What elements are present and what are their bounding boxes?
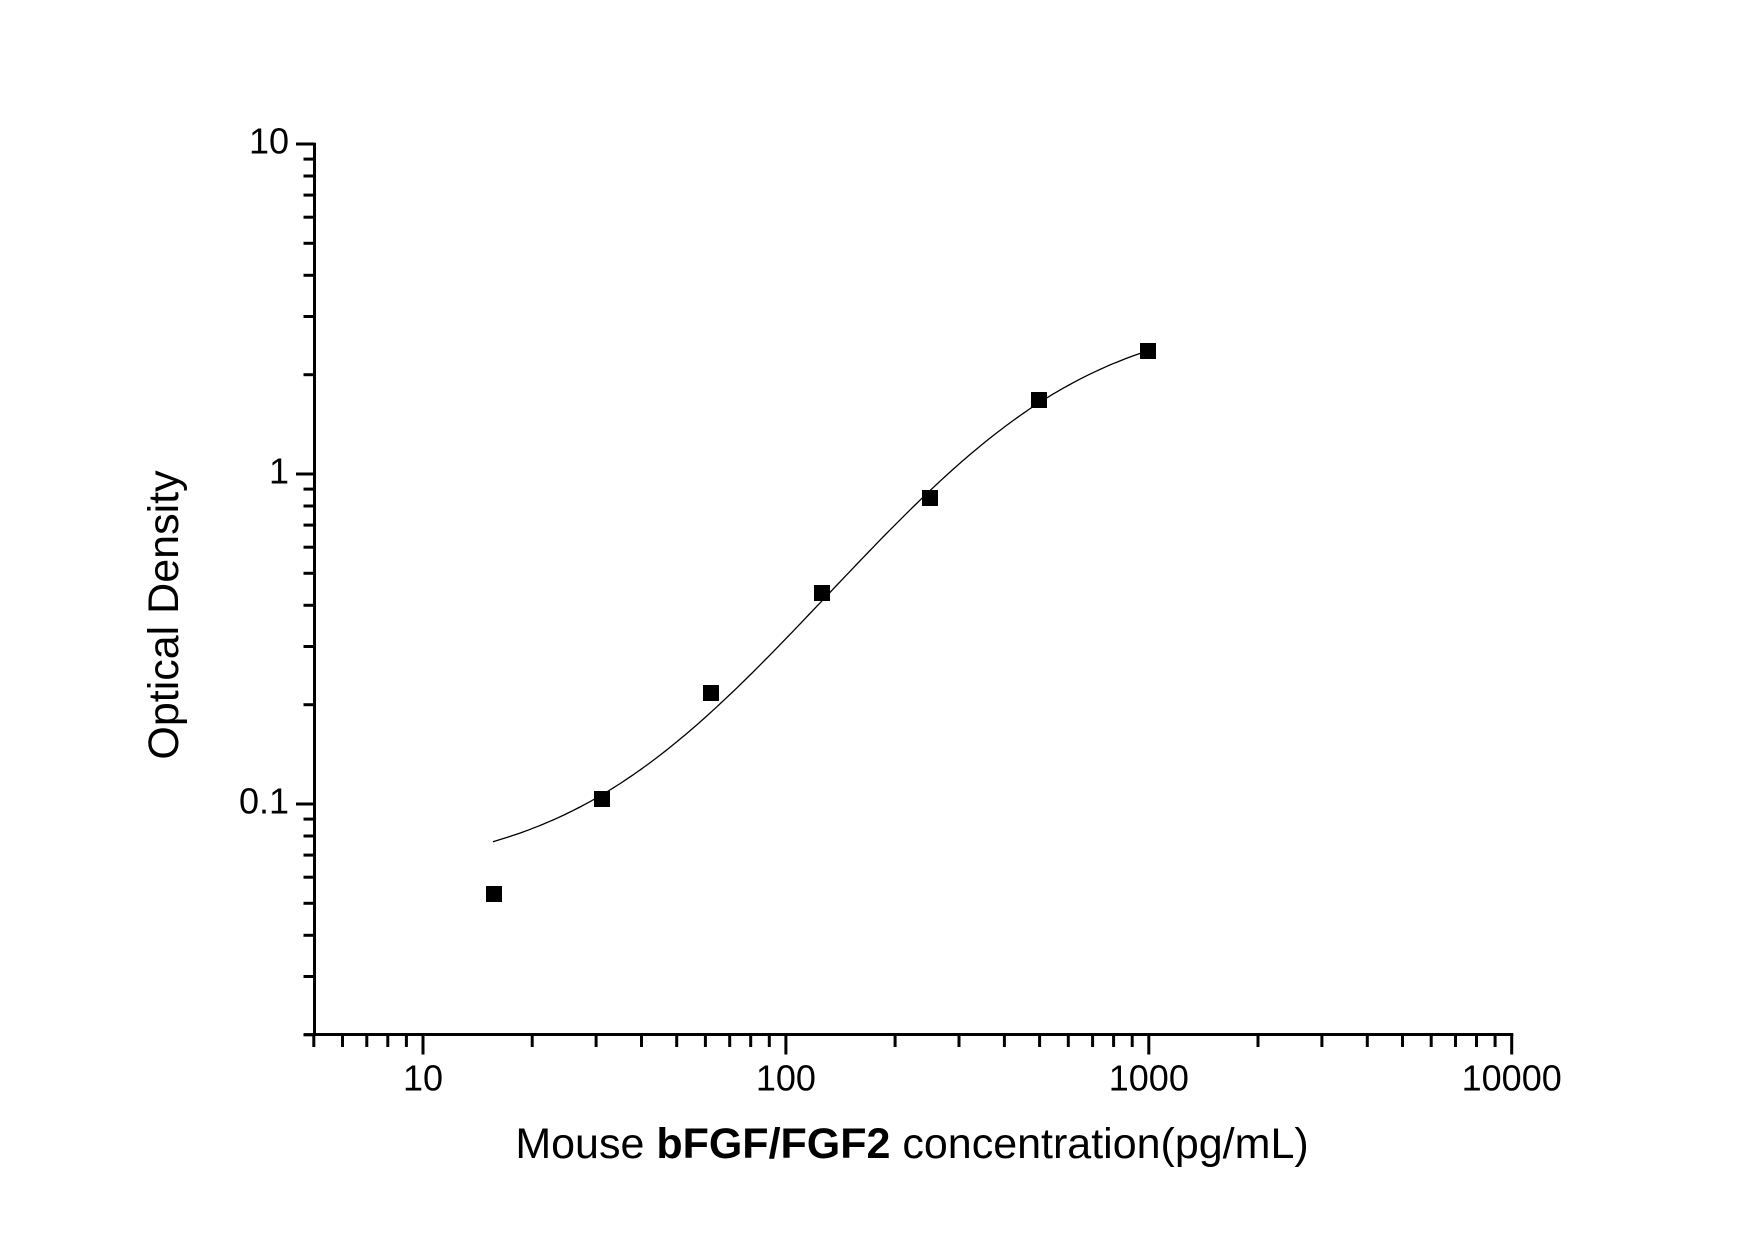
svg-text:1000: 1000: [1109, 1058, 1189, 1099]
svg-text:100: 100: [756, 1058, 816, 1099]
svg-text:Mouse bFGF/FGF2 concentration(: Mouse bFGF/FGF2 concentration(pg/mL): [515, 1120, 1308, 1168]
svg-text:10: 10: [249, 121, 289, 162]
svg-text:10: 10: [403, 1058, 443, 1099]
svg-text:10000: 10000: [1462, 1058, 1562, 1099]
svg-text:Optical Density: Optical Density: [140, 470, 188, 760]
svg-text:0.1: 0.1: [239, 781, 289, 822]
svg-text:1: 1: [269, 451, 289, 492]
